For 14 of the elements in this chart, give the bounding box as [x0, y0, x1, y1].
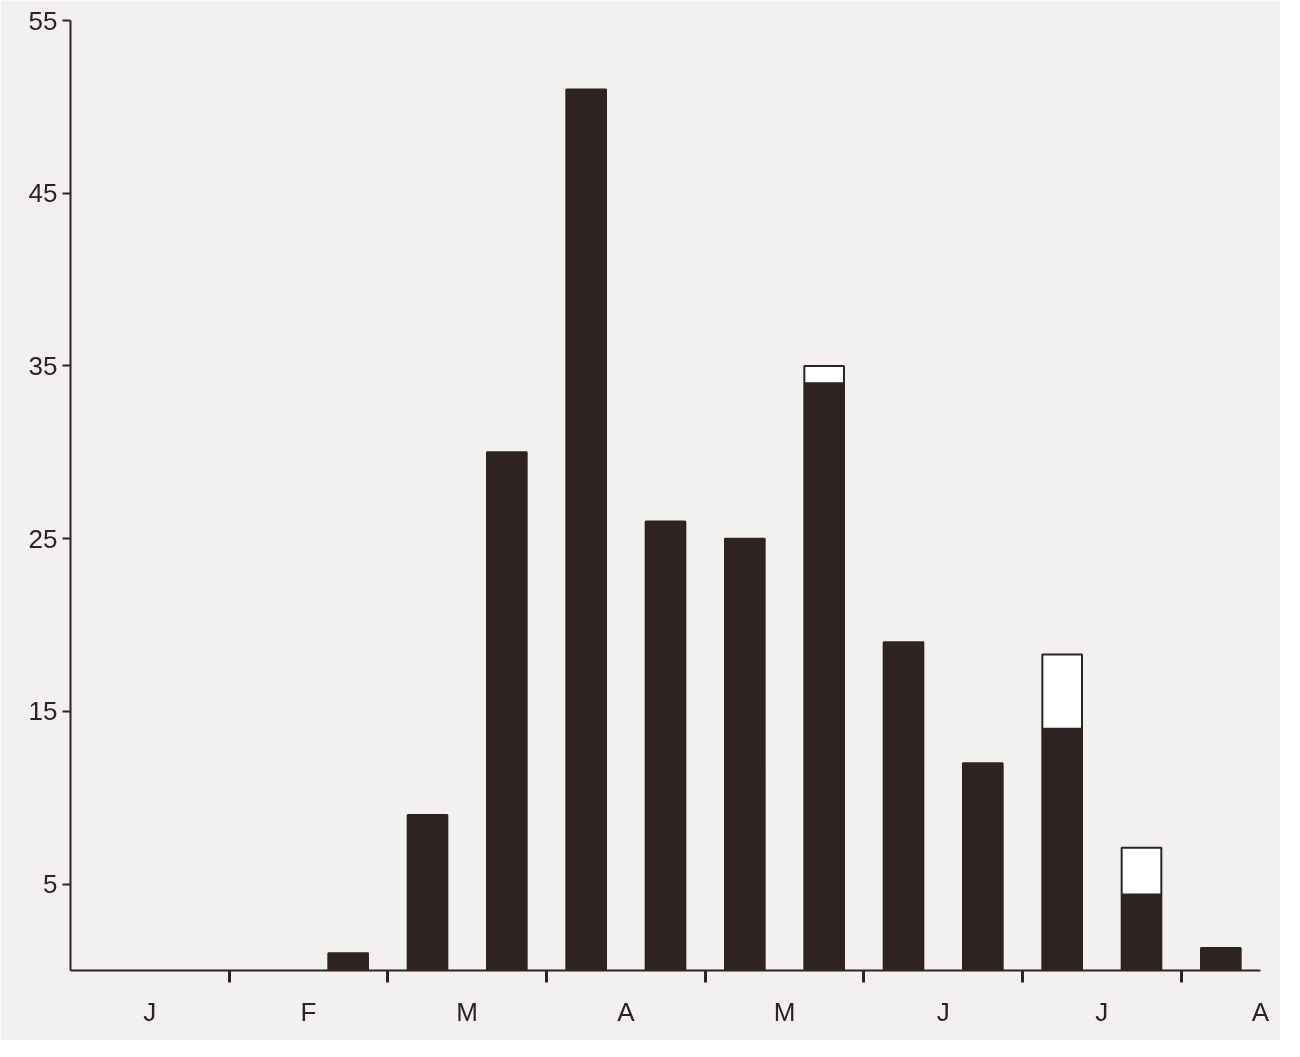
y-tick-label: 35	[28, 350, 58, 381]
text: A	[617, 996, 636, 1027]
y-tick-label: 55	[28, 5, 58, 36]
text: J	[936, 996, 950, 1027]
text: J	[143, 996, 157, 1027]
text: M	[456, 996, 479, 1027]
y-tick-label: 25	[28, 523, 58, 554]
y-tick-label: 15	[28, 696, 58, 727]
text: J	[1095, 996, 1109, 1027]
text: M	[773, 996, 796, 1027]
y-tick-label: 5	[43, 869, 58, 900]
text: F	[300, 996, 317, 1027]
text: A	[1251, 996, 1270, 1027]
y-tick-label: 45	[28, 178, 58, 209]
